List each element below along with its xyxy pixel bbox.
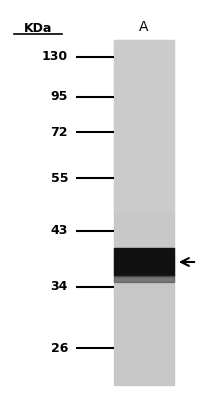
Text: KDa: KDa <box>24 22 52 35</box>
Bar <box>114 40 174 212</box>
Bar <box>114 248 174 276</box>
Bar <box>114 276 174 282</box>
Text: 55: 55 <box>50 172 68 184</box>
Text: 34: 34 <box>51 280 68 294</box>
Text: 43: 43 <box>51 224 68 238</box>
Text: 95: 95 <box>51 90 68 104</box>
Text: 26: 26 <box>51 342 68 354</box>
Text: 130: 130 <box>42 50 68 64</box>
Text: 72: 72 <box>50 126 68 138</box>
Bar <box>114 40 174 385</box>
Text: A: A <box>139 20 149 34</box>
